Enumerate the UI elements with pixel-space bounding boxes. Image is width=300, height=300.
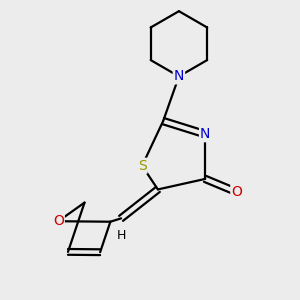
Text: H: H bbox=[116, 229, 126, 242]
Text: S: S bbox=[138, 159, 146, 173]
Text: N: N bbox=[174, 69, 184, 83]
Text: O: O bbox=[53, 214, 64, 228]
Text: N: N bbox=[200, 127, 210, 141]
Text: O: O bbox=[231, 185, 242, 199]
